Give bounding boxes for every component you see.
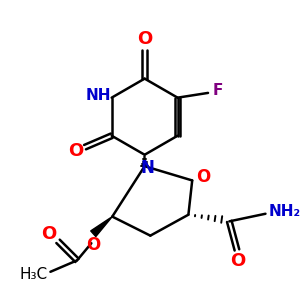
Text: O: O <box>196 168 211 186</box>
Text: O: O <box>230 252 245 270</box>
Text: NH: NH <box>85 88 111 103</box>
Text: O: O <box>41 225 56 243</box>
Polygon shape <box>91 217 112 237</box>
Text: N: N <box>140 159 154 177</box>
Text: H₃C: H₃C <box>19 267 47 282</box>
Text: NH₂: NH₂ <box>268 204 300 219</box>
Text: F: F <box>212 82 223 98</box>
Text: O: O <box>137 30 152 48</box>
Text: O: O <box>68 142 83 160</box>
Text: O: O <box>86 236 100 254</box>
